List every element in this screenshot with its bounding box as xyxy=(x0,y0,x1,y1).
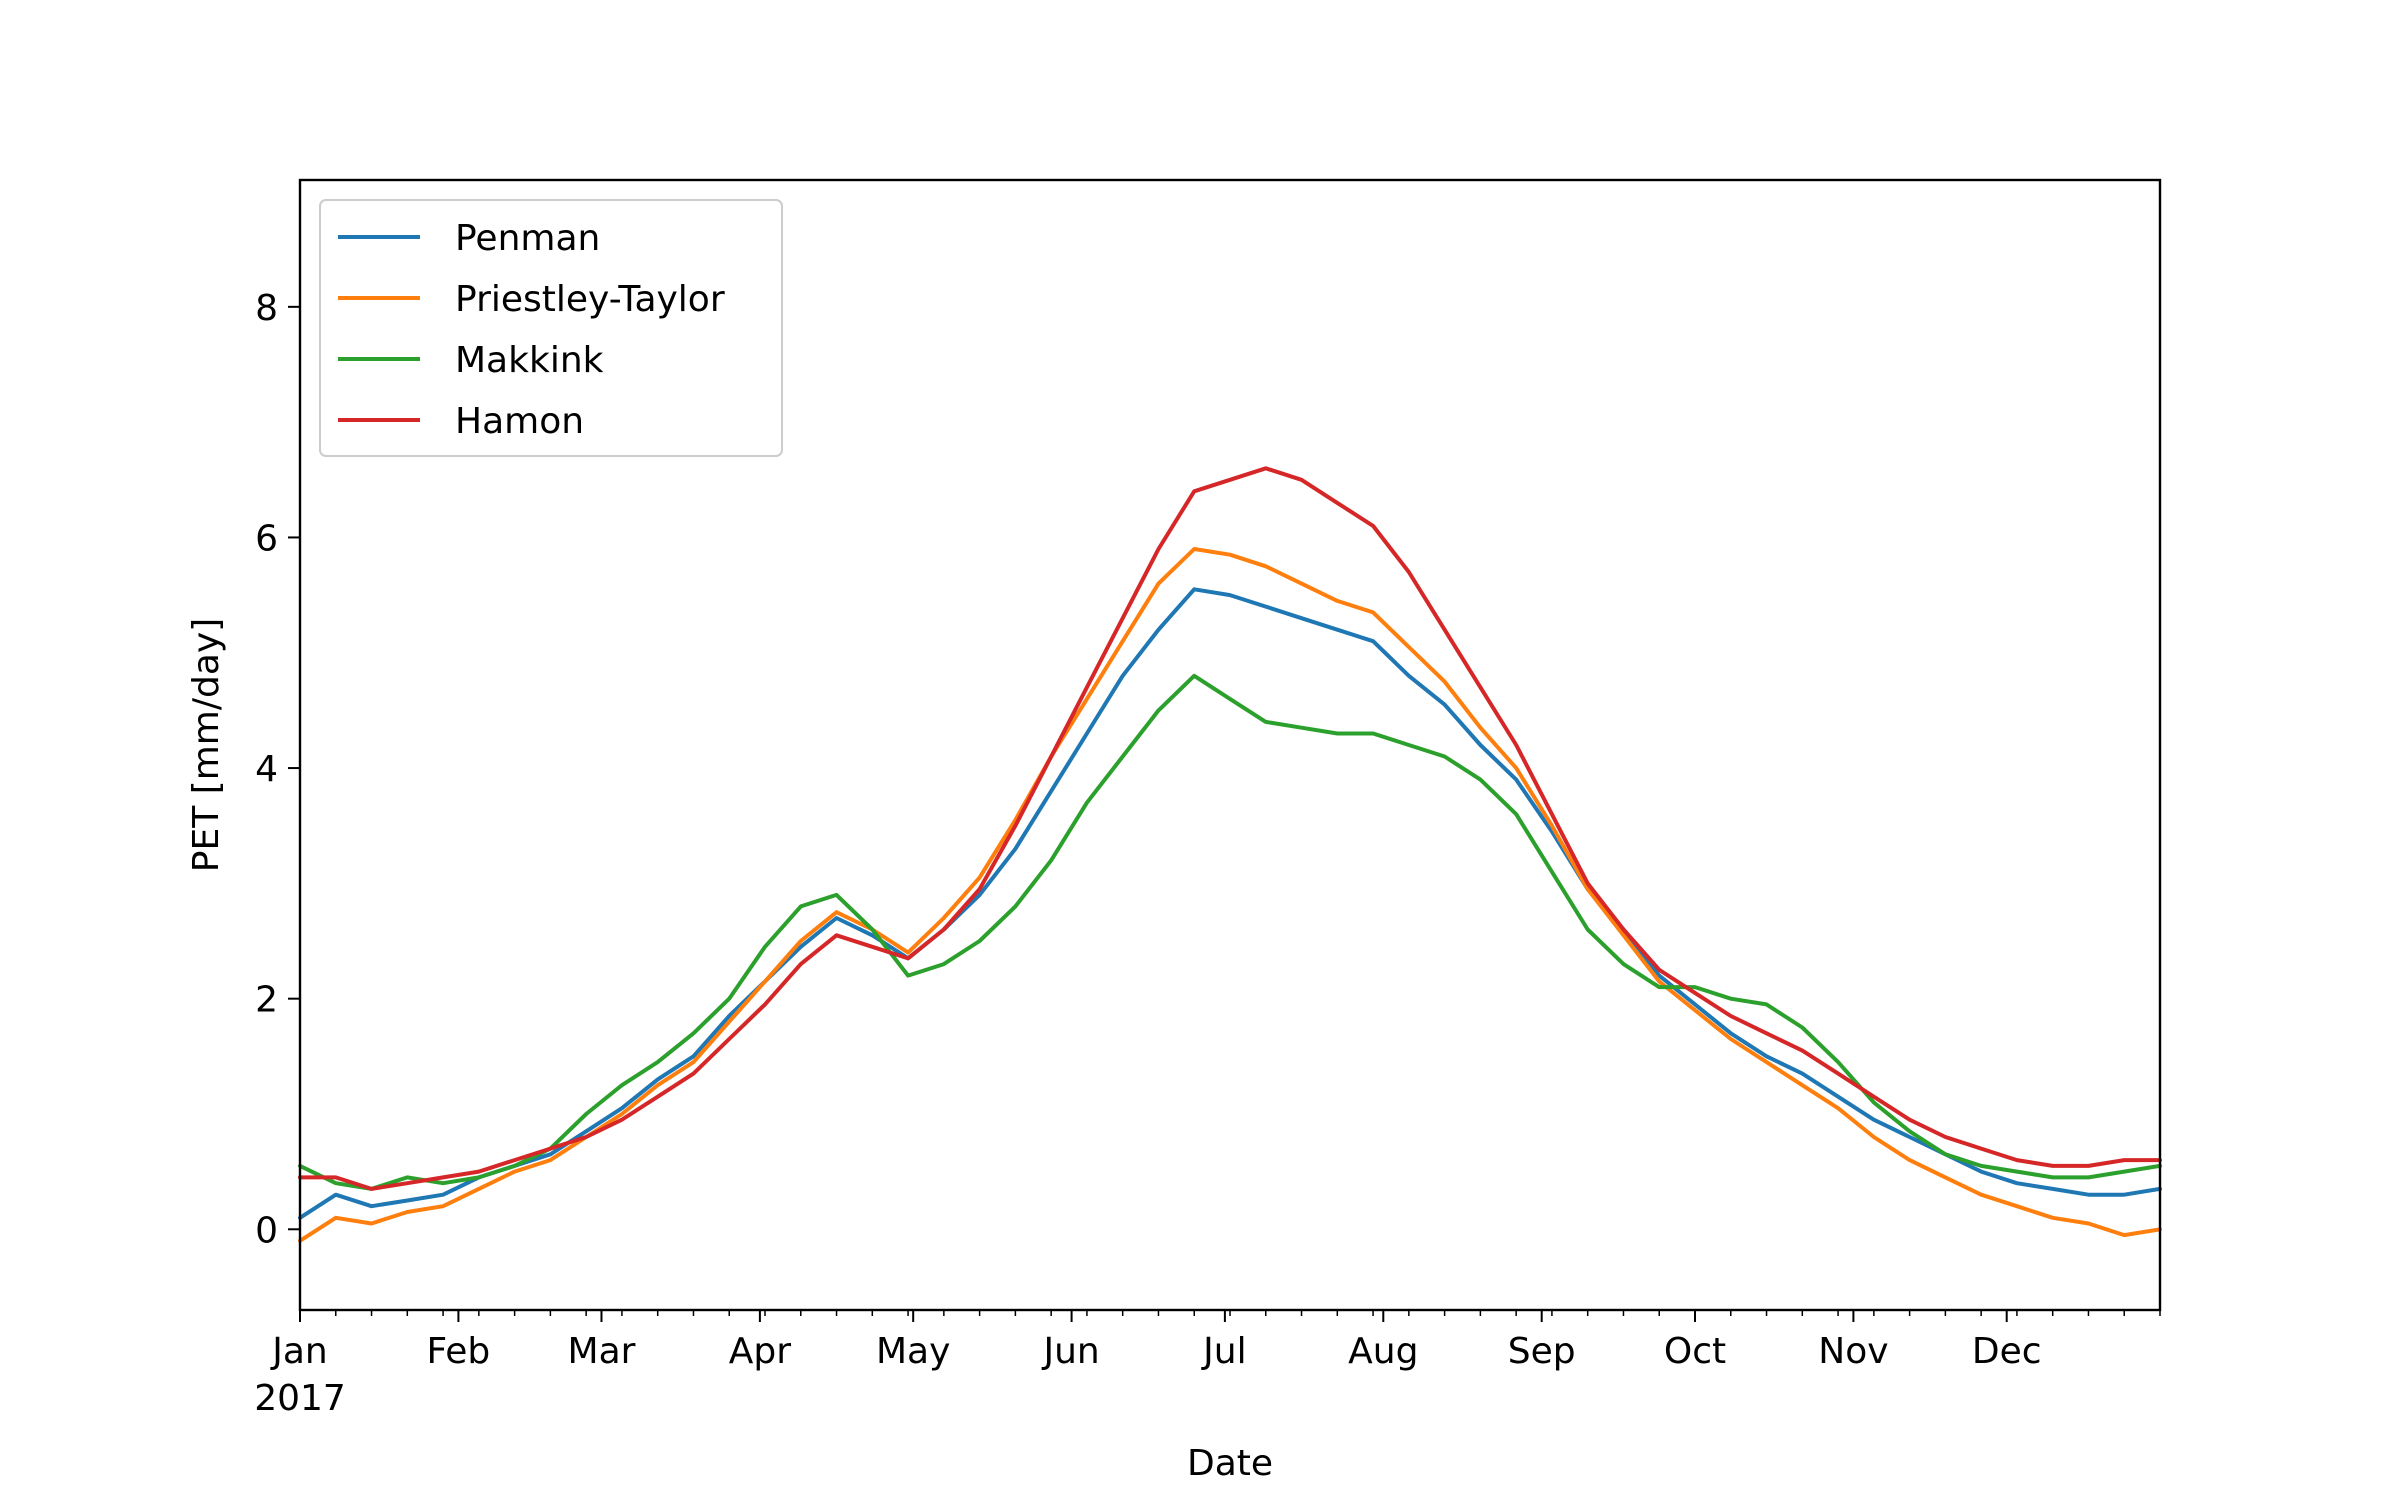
y-tick-label: 2 xyxy=(255,980,278,1021)
legend-box xyxy=(319,199,783,457)
x-year-label: 2017 xyxy=(254,1378,346,1419)
x-tick-label: Dec xyxy=(1972,1331,2042,1372)
x-tick-label: Jun xyxy=(1041,1331,1099,1372)
y-tick-label: 6 xyxy=(255,518,278,559)
y-axis-label: PET [mm/day] xyxy=(186,618,227,872)
y-axis: 0 2 4 6 8 xyxy=(255,288,300,1251)
legend-label-hamon: Hamon xyxy=(455,401,584,442)
x-tick-label: Nov xyxy=(1818,1331,1888,1372)
x-tick-label: Feb xyxy=(427,1331,491,1372)
series-line-makkink xyxy=(298,673,2162,1191)
series-line-hamon xyxy=(298,466,2162,1191)
x-tick-label: Jan xyxy=(270,1331,328,1372)
legend-label-penman: Penman xyxy=(455,218,600,259)
series-line-penman xyxy=(298,587,2162,1220)
legend: Penman Priestley-Taylor Makkink Hamon xyxy=(319,199,783,457)
x-axis-label: Date xyxy=(1187,1443,1273,1484)
series-lines xyxy=(298,466,2162,1243)
series-line-priestley-taylor xyxy=(298,547,2162,1243)
x-tick-label: Oct xyxy=(1664,1331,1726,1372)
x-tick-label: Apr xyxy=(729,1331,791,1372)
x-tick-label: Sep xyxy=(1508,1331,1576,1372)
y-tick-label: 8 xyxy=(255,288,278,329)
x-axis: Jan Feb Mar Apr May Jun Jul Aug Sep Oct Nov Dec 2017 xyxy=(254,1310,2161,1419)
x-tick-label: May xyxy=(876,1331,950,1372)
x-tick-label: Jul xyxy=(1201,1331,1246,1372)
y-tick-label: 0 xyxy=(255,1210,278,1251)
legend-label-priestley-taylor: Priestley-Taylor xyxy=(455,279,725,320)
plot-frame xyxy=(298,178,2162,1312)
x-tick-label: Mar xyxy=(568,1331,636,1372)
y-tick-label: 4 xyxy=(255,749,278,790)
x-tick-label: Aug xyxy=(1348,1331,1418,1372)
legend-label-makkink: Makkink xyxy=(455,340,604,381)
